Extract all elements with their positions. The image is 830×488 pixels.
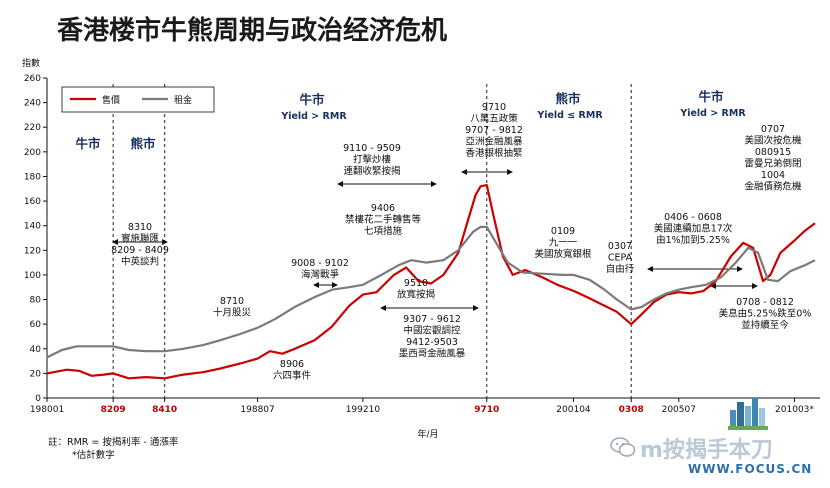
- annotation-text: 六四事件: [273, 370, 312, 382]
- annotation-text: 墨西哥金融風暴: [399, 348, 466, 360]
- y-tick-label: 100: [24, 271, 41, 281]
- x-tick-label: 8209: [101, 405, 126, 415]
- y-tick-label: 40: [30, 345, 42, 355]
- y-tick-label: 140: [24, 222, 41, 232]
- annotation-text: 美息由5.25%跌至0%: [719, 308, 812, 320]
- y-tick-label: 260: [24, 74, 41, 84]
- watermark: m按揭手本刀 WWW.FOCUS.CN: [596, 430, 822, 482]
- y-tick-label: 240: [24, 99, 41, 109]
- phase-label: 牛市: [698, 89, 724, 104]
- x-tick-label: 198807: [240, 405, 274, 415]
- annotation-text: 美國次按危機: [744, 135, 802, 147]
- x-tick-label: 201003*: [775, 405, 814, 415]
- annotation-text: 0708 - 0812: [736, 297, 794, 308]
- legend-label: 租金: [174, 94, 192, 106]
- x-tick-label: 9710: [474, 405, 499, 415]
- x-tick-label: 198001: [30, 405, 64, 415]
- annotation-text: 中英談判: [121, 256, 159, 268]
- annotation-text: 七項措施: [364, 225, 403, 237]
- annotation-text: 香港銀根抽緊: [465, 147, 523, 159]
- annotation-text: 9008 - 9102: [291, 258, 349, 269]
- phase-label: 熊市: [130, 136, 156, 151]
- annotation-text: 放寬按揭: [397, 289, 435, 301]
- annotation-text: 9510: [404, 278, 428, 289]
- annotation-text: 九一一: [549, 237, 578, 249]
- x-tick-label: 8410: [152, 405, 177, 415]
- annotation-text: 十月股災: [213, 307, 252, 319]
- annotation-text: 美國連續加息17次: [654, 223, 733, 235]
- x-tick-label: 199210: [346, 405, 381, 415]
- annotation-text: 8906: [280, 359, 304, 370]
- annotation-text: 9412-9503: [406, 337, 458, 348]
- x-axis-label: 年/月: [417, 428, 438, 440]
- annotation-text: 0307: [608, 241, 632, 252]
- annotation-text: 中國宏觀調控: [403, 325, 461, 337]
- footnote-estimate: *估計數字: [72, 450, 115, 461]
- annotation-text: 雷曼兄弟倒閉: [744, 158, 801, 170]
- x-tick-label: 0308: [619, 405, 644, 415]
- y-tick-label: 200: [24, 148, 41, 158]
- phase-condition: Yield > RMR: [280, 111, 347, 122]
- y-tick-label: 120: [24, 246, 41, 256]
- annotation-text: 080915: [755, 147, 791, 158]
- watermark-text: m按揭手本刀: [640, 438, 773, 463]
- x-tick-label: 200507: [662, 405, 696, 415]
- annotation-text: 9307 - 9612: [403, 314, 461, 325]
- y-tick-label: 60: [30, 320, 42, 330]
- annotation-text: 金融債務危機: [744, 181, 802, 193]
- annotation-text: 9110 - 9509: [343, 143, 401, 154]
- y-axis-label: 指數: [22, 57, 40, 69]
- annotation-text: 並持續至今: [741, 319, 789, 331]
- y-tick-label: 220: [24, 123, 41, 133]
- annotation-text: 0109: [551, 226, 575, 237]
- page-title: 香港楼市牛熊周期与政治经济危机: [57, 16, 448, 46]
- y-tick-label: 180: [24, 172, 41, 182]
- annotation-text: 自由行: [606, 263, 635, 275]
- annotation-text: 海灣戰爭: [301, 269, 340, 281]
- phase-label: 牛市: [75, 136, 101, 151]
- annotation-text: 實施聯匯: [121, 233, 160, 245]
- annotation-text: 亞洲金融風暴: [465, 136, 523, 148]
- phase-label: 熊市: [555, 91, 581, 106]
- annotation-text: 8710: [220, 296, 244, 307]
- phase-condition: Yield > RMR: [679, 108, 746, 119]
- annotation-text: 連翻收緊按揭: [343, 165, 400, 177]
- annotation-text: 9406: [371, 203, 395, 214]
- annotation-text: 八萬五政策: [470, 113, 518, 125]
- wechat-icon: [610, 437, 636, 457]
- watermark-url: WWW.FOCUS.CN: [688, 462, 813, 476]
- phase-condition: Yield ≤ RMR: [536, 110, 603, 121]
- annotation-text: 由1%加到5.25%: [656, 234, 730, 246]
- price-series-line: [46, 184, 816, 380]
- y-tick-label: 0: [35, 394, 41, 404]
- annotation-text: 9707 - 9812: [465, 125, 523, 136]
- phase-label: 牛市: [299, 92, 325, 107]
- annotation-text: 禁樓花二手轉售等: [345, 214, 422, 226]
- city-skyline-logo: [728, 398, 768, 430]
- annotation-text: 1004: [761, 170, 785, 181]
- legend-label: 售價: [102, 94, 120, 106]
- annotation-text: 打擊炒樓: [353, 154, 392, 166]
- annotation-text: 0406 - 0608: [664, 212, 722, 223]
- annotation-text: 9710: [482, 102, 506, 113]
- x-tick-label: 200104: [556, 405, 591, 415]
- annotation-text: CEPA: [608, 253, 633, 264]
- footnote-rmr: 註：RMR = 按揭利率 - 通漲率: [48, 437, 179, 448]
- footnote: 註：RMR = 按揭利率 - 通漲率 *估計數字: [48, 436, 178, 462]
- annotation-text: 8310: [128, 222, 152, 233]
- annotation-text: 美國放寬銀根: [534, 248, 592, 260]
- annotation-text: 0707: [761, 124, 785, 135]
- y-tick-label: 80: [30, 296, 42, 306]
- rent-series-line: [46, 225, 816, 359]
- annotation-text: 8209 - 8409: [111, 245, 169, 256]
- y-tick-label: 20: [30, 369, 42, 379]
- y-tick-label: 160: [24, 197, 41, 207]
